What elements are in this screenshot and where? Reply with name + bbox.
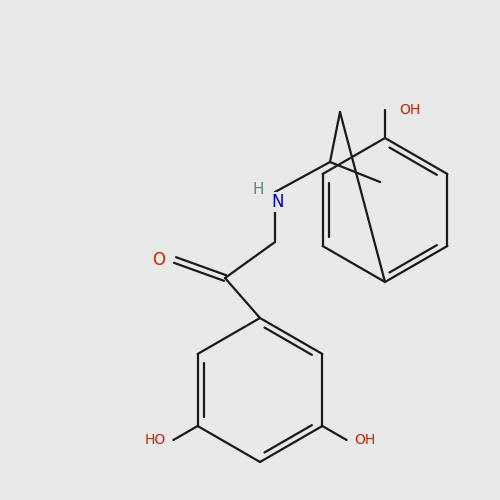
Text: OH: OH: [399, 103, 420, 117]
Text: OH: OH: [354, 433, 376, 447]
Text: H: H: [252, 182, 264, 198]
Text: O: O: [152, 251, 166, 269]
Text: HO: HO: [144, 433, 166, 447]
Text: N: N: [272, 193, 284, 211]
